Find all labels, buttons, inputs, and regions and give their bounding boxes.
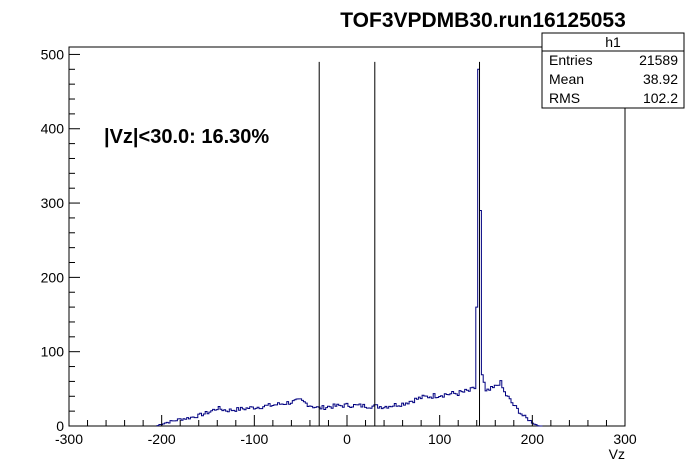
x-tick-label: -100	[240, 431, 268, 447]
vz-cut-annotation: |Vz|<30.0: 16.30%	[104, 126, 269, 148]
x-tick-label: 200	[521, 431, 545, 447]
x-tick-label: -300	[55, 431, 83, 447]
y-tick-label: 300	[41, 195, 65, 211]
x-tick-label: 0	[343, 431, 351, 447]
x-axis-label: Vz	[609, 446, 625, 462]
histogram-layer	[156, 68, 543, 427]
stats-entries-value: 21589	[639, 52, 678, 68]
y-tick-label: 400	[41, 121, 65, 137]
stats-mean-label: Mean	[549, 71, 584, 87]
stats-box: h1 Entries 21589 Mean 38.92 RMS 102.2	[541, 32, 685, 109]
stats-rms-label: RMS	[549, 90, 580, 106]
stats-rms-value: 102.2	[643, 90, 678, 106]
y-tick-label: 500	[41, 46, 65, 62]
y-tick-label: 100	[41, 344, 65, 360]
chart-title: TOF3VPDMB30.run16125053	[340, 9, 626, 32]
y-tick-label: 200	[41, 269, 65, 285]
y-tick-label: 0	[56, 418, 64, 434]
x-tick-label: -200	[148, 431, 176, 447]
x-tick-label: 300	[613, 431, 637, 447]
histogram-series	[156, 68, 543, 427]
axes: -300 -200 -100 0 100 200 300 0 100 200 300 400 500	[41, 46, 637, 447]
stats-mean-value: 38.92	[643, 71, 678, 87]
cut-lines	[318, 61, 481, 426]
stats-title: h1	[605, 34, 621, 50]
x-tick-label: 100	[428, 431, 452, 447]
stats-entries-label: Entries	[549, 52, 593, 68]
